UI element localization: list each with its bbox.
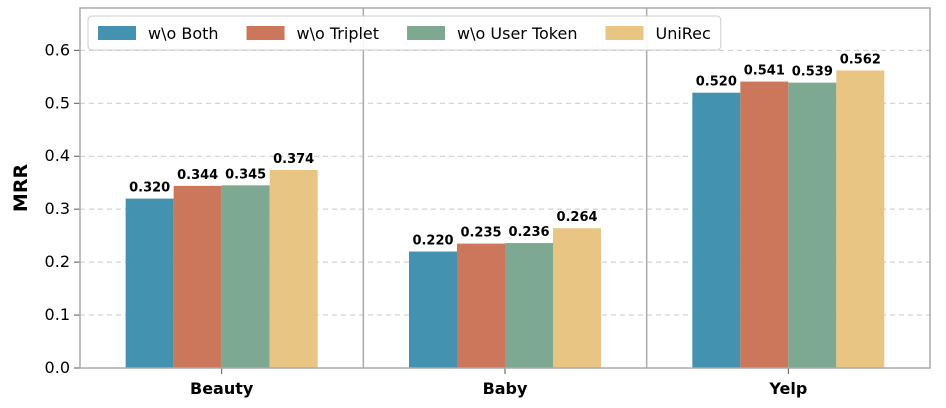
bar-value-label: 0.235 — [460, 226, 501, 241]
bar-value-label: 0.520 — [696, 75, 737, 90]
bar — [692, 92, 741, 369]
legend-swatch — [605, 26, 644, 40]
legend-swatch — [407, 26, 446, 40]
bar-value-label: 0.374 — [273, 152, 314, 167]
y-tick-label: 0.1 — [45, 305, 70, 324]
bar-value-label: 0.345 — [225, 167, 266, 182]
legend-swatch — [246, 26, 285, 40]
y-tick-label: 0.2 — [45, 252, 70, 271]
y-axis-label: MRR — [10, 164, 32, 213]
bar — [125, 198, 174, 368]
bar — [553, 228, 601, 368]
y-tick-label: 0.6 — [45, 40, 70, 59]
legend-box — [87, 15, 722, 51]
bar — [173, 185, 222, 368]
bars — [125, 70, 885, 369]
data-labels: 0.320 0.344 0.345 0.374 0.220 0.235 0.236 0.264… — [129, 52, 881, 248]
bar-value-label: 0.236 — [508, 225, 549, 240]
plot-frame — [79, 7, 931, 369]
bar — [740, 81, 789, 369]
x-tick-label: Yelp — [768, 379, 807, 398]
axes: 0.0 0.1 0.2 0.3 0.4 0.5 0.6 Beauty Baby Yelp — [45, 7, 931, 398]
legend-label: UniRec — [655, 24, 710, 43]
x-tick-label: Beauty — [190, 379, 254, 398]
bar-value-label: 0.344 — [177, 168, 218, 183]
y-tick-label: 0.3 — [45, 199, 70, 218]
y-tick-label: 0.5 — [45, 93, 70, 112]
bar — [269, 170, 318, 368]
bar — [788, 82, 837, 368]
bar-value-label: 0.264 — [556, 210, 597, 225]
legend-label: w\o Both — [148, 24, 219, 43]
y-tick-label: 0.0 — [45, 358, 70, 377]
bar-value-label: 0.539 — [792, 65, 833, 80]
legend-label: w\o User Token — [457, 24, 577, 43]
bar — [505, 243, 553, 368]
bar-value-label: 0.220 — [412, 234, 453, 249]
x-tick-label: Baby — [483, 379, 528, 398]
bar-value-label: 0.320 — [129, 181, 170, 196]
legend-swatch — [98, 26, 136, 40]
bar — [409, 251, 457, 368]
bar-value-label: 0.541 — [744, 64, 785, 79]
bar — [221, 185, 270, 368]
bar — [836, 70, 885, 369]
bar-value-label: 0.562 — [840, 52, 881, 67]
y-tick-label: 0.4 — [45, 146, 70, 165]
legend-label: w\o Triplet — [297, 24, 380, 43]
legend: w\o Both w\o Triplet w\o User Token UniRec — [87, 15, 722, 51]
bar — [457, 243, 505, 368]
